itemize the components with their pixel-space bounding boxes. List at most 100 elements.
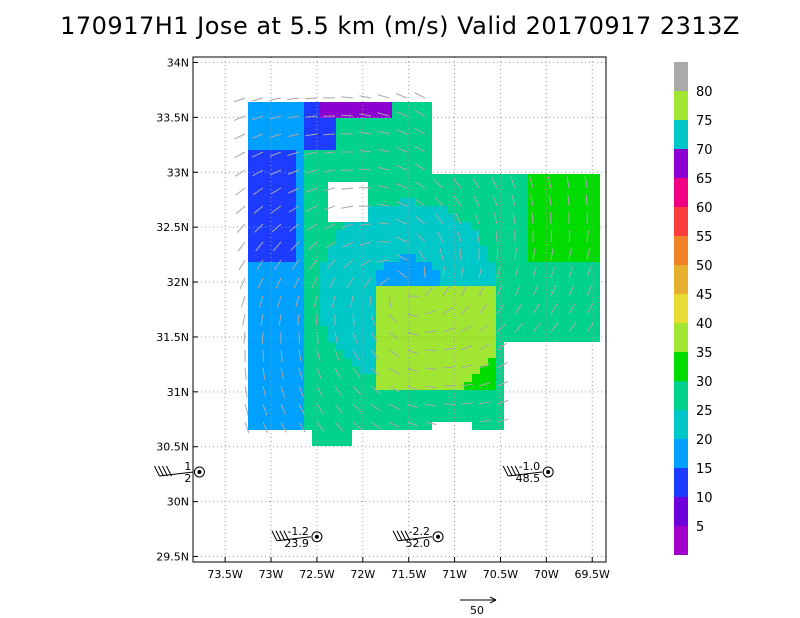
wind-vector bbox=[395, 218, 408, 225]
wind-speed-cell bbox=[264, 350, 272, 358]
wind-speed-cell bbox=[352, 390, 360, 398]
wind-speed-cell bbox=[560, 254, 568, 262]
wind-vector bbox=[262, 385, 267, 398]
wind-speed-cell bbox=[256, 342, 264, 350]
wind-speed-cell bbox=[384, 270, 392, 278]
wind-speed-cell bbox=[352, 158, 360, 166]
wind-speed-cell bbox=[272, 414, 280, 422]
wind-speed-cell bbox=[424, 150, 432, 158]
wind-speed-cell bbox=[440, 278, 448, 286]
wind-speed-cell bbox=[352, 374, 360, 382]
wind-speed-cell bbox=[304, 230, 312, 238]
wind-vector bbox=[244, 403, 249, 416]
wind-speed-cell bbox=[248, 262, 256, 270]
wind-speed-cell bbox=[368, 278, 376, 286]
wind-speed-cell bbox=[488, 398, 496, 406]
wind-barb-shaft bbox=[508, 471, 543, 477]
wind-speed-cell bbox=[336, 438, 344, 446]
wind-speed-cell bbox=[280, 246, 288, 254]
wind-speed-cell bbox=[408, 302, 416, 310]
wind-barb-flag bbox=[506, 465, 513, 477]
colorbar-label: 5 bbox=[696, 520, 704, 535]
wind-vector bbox=[377, 112, 390, 117]
wind-speed-cell bbox=[488, 286, 496, 294]
wind-speed-cell bbox=[488, 390, 496, 398]
wind-speed-cell bbox=[448, 278, 456, 286]
wind-speed-cell bbox=[568, 246, 576, 254]
wind-speed-cell bbox=[384, 294, 392, 302]
wind-speed-cell bbox=[416, 254, 424, 262]
wind-speed-cell bbox=[424, 166, 432, 174]
wind-speed-cell bbox=[368, 126, 376, 134]
wind-speed-cell bbox=[336, 126, 344, 134]
wind-vector bbox=[316, 385, 323, 397]
wind-speed-cell bbox=[528, 254, 536, 262]
wind-speed-cell bbox=[280, 326, 288, 334]
wind-speed-cell bbox=[552, 222, 560, 230]
wind-speed-cell bbox=[384, 126, 392, 134]
wind-speed-cell bbox=[480, 302, 488, 310]
wind-speed-cell bbox=[280, 302, 288, 310]
wind-vector bbox=[289, 223, 300, 232]
wind-speed-cell bbox=[488, 230, 496, 238]
wind-speed-cell bbox=[592, 182, 600, 190]
wind-speed-cell bbox=[424, 422, 432, 430]
wind-speed-cell bbox=[576, 254, 584, 262]
wind-speed-cell bbox=[304, 198, 312, 206]
wind-speed-cell bbox=[424, 414, 432, 422]
wind-speed-cell bbox=[392, 278, 400, 286]
wind-vector bbox=[269, 133, 282, 139]
wind-vector bbox=[287, 133, 300, 138]
wind-speed-cell bbox=[536, 278, 544, 286]
wind-speed-cell bbox=[248, 150, 256, 158]
wind-speed-cell bbox=[400, 214, 408, 222]
wind-speed-cell bbox=[464, 246, 472, 254]
wind-speed-cell bbox=[288, 166, 296, 174]
wind-speed-cell bbox=[344, 342, 352, 350]
wind-speed-cell bbox=[400, 278, 408, 286]
wind-speed-cell bbox=[296, 278, 304, 286]
wind-speed-cell bbox=[392, 182, 400, 190]
wind-vector bbox=[532, 285, 539, 297]
wind-speed-cell bbox=[296, 134, 304, 142]
wind-speed-cell bbox=[416, 374, 424, 382]
wind-vector bbox=[414, 163, 426, 171]
wind-speed-cell bbox=[352, 102, 360, 110]
wind-speed-cell bbox=[568, 278, 576, 286]
wind-speed-cell bbox=[464, 366, 472, 374]
wind-vector bbox=[352, 331, 358, 344]
wind-speed-cell bbox=[480, 222, 488, 230]
wind-speed-cell bbox=[432, 406, 440, 414]
wind-barb-flag bbox=[283, 530, 290, 541]
wind-speed-cell bbox=[552, 310, 560, 318]
wind-vector bbox=[388, 421, 400, 428]
wind-speed-cell bbox=[448, 174, 456, 182]
wind-vector bbox=[307, 241, 318, 251]
wind-speed-cell bbox=[392, 214, 400, 222]
wind-speed-cell bbox=[408, 398, 416, 406]
wind-speed-cell bbox=[424, 390, 432, 398]
wind-speed-cell bbox=[288, 262, 296, 270]
wind-vector bbox=[474, 212, 480, 225]
colorbar-swatch bbox=[674, 120, 688, 149]
wind-speed-cell bbox=[416, 390, 424, 398]
wind-vector bbox=[280, 403, 286, 416]
wind-vector bbox=[269, 115, 282, 120]
wind-speed-cell bbox=[392, 230, 400, 238]
wind-speed-cell bbox=[448, 318, 456, 326]
wind-barb-flag bbox=[502, 465, 509, 477]
wind-speed-cell bbox=[384, 198, 392, 206]
wind-speed-cell bbox=[320, 310, 328, 318]
wind-speed-cell bbox=[320, 302, 328, 310]
wind-speed-cell bbox=[400, 262, 408, 270]
wind-speed-cell bbox=[280, 150, 288, 158]
wind-vector bbox=[244, 367, 247, 380]
wind-speed-cell bbox=[392, 206, 400, 214]
wind-speed-cell bbox=[376, 278, 384, 286]
wind-speed-cell bbox=[448, 246, 456, 254]
wind-speed-cell bbox=[288, 222, 296, 230]
wind-speed-cell bbox=[328, 430, 336, 438]
wind-speed-cell bbox=[320, 342, 328, 350]
wind-vector bbox=[328, 277, 336, 289]
wind-speed-cell bbox=[280, 222, 288, 230]
